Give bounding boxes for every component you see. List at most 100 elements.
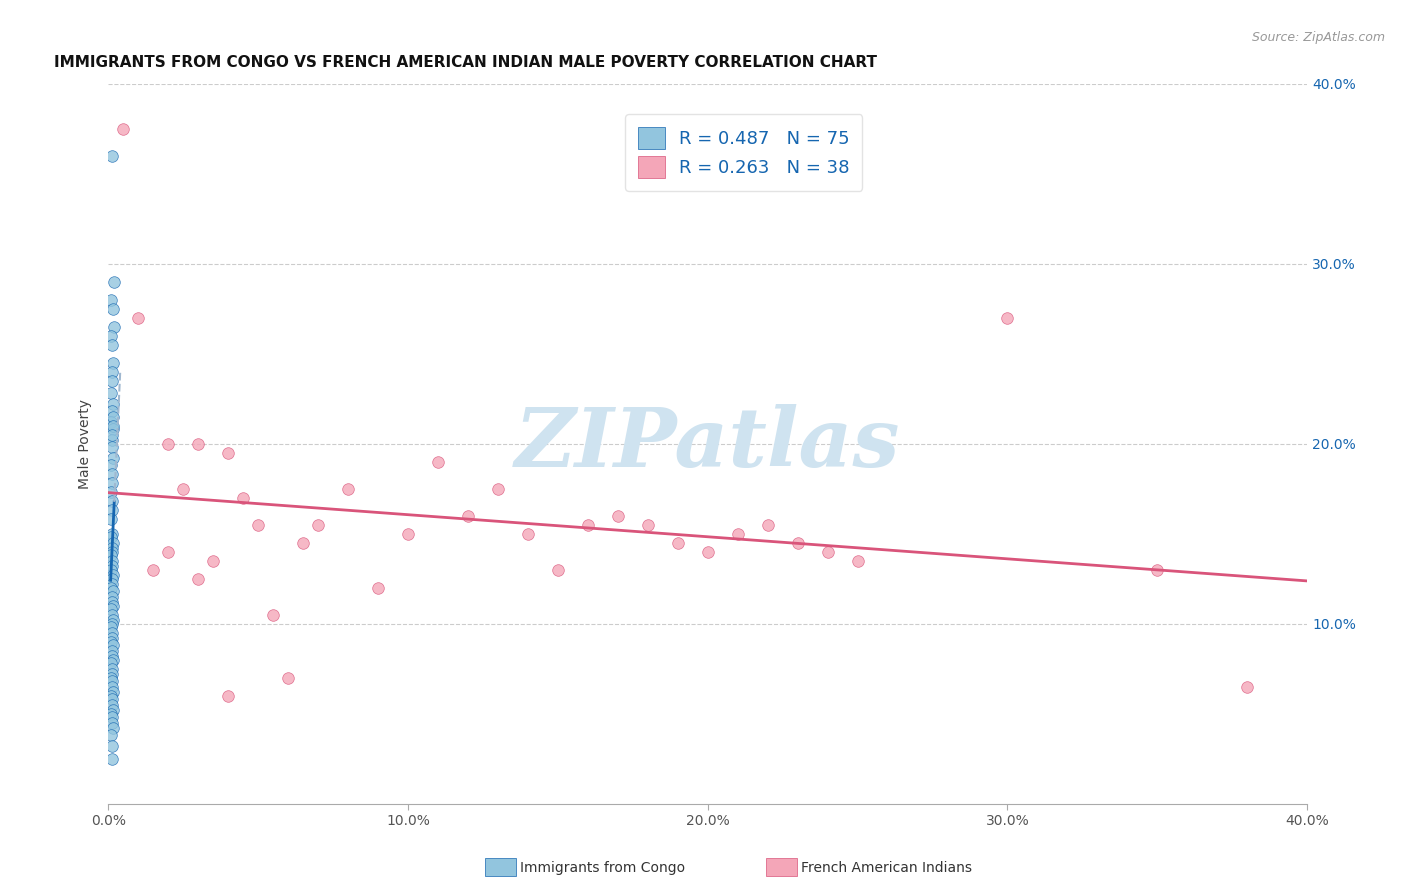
- Point: [995, 310, 1018, 325]
- Point: [1146, 563, 1168, 577]
- Point: [100, 581, 122, 595]
- Point: [101, 404, 124, 418]
- Point: [100, 485, 122, 500]
- Point: [666, 535, 689, 549]
- Point: [100, 715, 122, 730]
- Point: [157, 436, 180, 450]
- Point: [100, 680, 122, 694]
- Point: [100, 671, 122, 685]
- Point: [337, 482, 360, 496]
- Point: [101, 451, 124, 466]
- Point: [696, 544, 718, 558]
- Point: [396, 526, 419, 541]
- Point: [100, 728, 122, 742]
- Legend: R = 0.487   N = 75, R = 0.263   N = 38: R = 0.487 N = 75, R = 0.263 N = 38: [624, 114, 862, 191]
- Point: [247, 517, 270, 532]
- Point: [100, 440, 122, 454]
- Point: [516, 526, 538, 541]
- Point: [112, 121, 135, 136]
- Point: [103, 418, 125, 433]
- Point: [727, 526, 749, 541]
- Point: [101, 544, 124, 558]
- Point: [101, 553, 124, 567]
- Point: [101, 427, 124, 442]
- Point: [101, 667, 124, 681]
- Point: [101, 535, 124, 549]
- Point: [1236, 680, 1258, 694]
- Point: [606, 508, 628, 523]
- Point: [100, 386, 122, 401]
- Point: [101, 613, 124, 627]
- Point: [100, 494, 122, 508]
- Point: [457, 508, 479, 523]
- Point: [101, 625, 124, 640]
- Point: [100, 365, 122, 379]
- Text: IMMIGRANTS FROM CONGO VS FRENCH AMERICAN INDIAN MALE POVERTY CORRELATION CHART: IMMIGRANTS FROM CONGO VS FRENCH AMERICAN…: [55, 55, 877, 70]
- Point: [101, 739, 124, 753]
- Point: [101, 409, 124, 424]
- Point: [101, 698, 124, 712]
- Point: [101, 595, 124, 609]
- Point: [100, 634, 122, 648]
- Point: [101, 337, 124, 351]
- Point: [100, 620, 122, 634]
- Point: [101, 631, 124, 645]
- Point: [103, 397, 125, 411]
- Point: [100, 548, 122, 562]
- Point: [100, 689, 122, 703]
- Point: [101, 692, 124, 706]
- Point: [103, 599, 125, 613]
- Point: [307, 517, 329, 532]
- Point: [101, 643, 124, 657]
- Point: [202, 553, 225, 567]
- Point: [101, 710, 124, 724]
- Point: [101, 559, 124, 574]
- Point: [232, 491, 254, 505]
- Point: [103, 319, 125, 334]
- Point: [101, 662, 124, 676]
- Point: [101, 685, 124, 699]
- Point: [367, 581, 389, 595]
- Point: [262, 607, 284, 622]
- Point: [100, 458, 122, 473]
- Point: [101, 467, 124, 482]
- Point: [101, 638, 124, 652]
- Text: ZIPatlas: ZIPatlas: [515, 404, 900, 483]
- Point: [101, 503, 124, 517]
- Point: [100, 656, 122, 670]
- Point: [187, 436, 209, 450]
- Point: [101, 149, 124, 163]
- Point: [100, 328, 122, 343]
- Point: [100, 616, 122, 631]
- Point: [101, 607, 124, 622]
- Point: [817, 544, 839, 558]
- Text: French American Indians: French American Indians: [801, 861, 973, 875]
- Point: [100, 293, 122, 307]
- Point: [101, 422, 124, 436]
- Point: [486, 482, 509, 496]
- Point: [277, 671, 299, 685]
- Point: [101, 674, 124, 689]
- Point: [101, 568, 124, 582]
- Point: [172, 482, 194, 496]
- Point: [547, 563, 569, 577]
- Point: [426, 455, 449, 469]
- Point: [187, 572, 209, 586]
- Text: Immigrants from Congo: Immigrants from Congo: [520, 861, 685, 875]
- Point: [637, 517, 659, 532]
- Point: [101, 721, 124, 735]
- Point: [157, 544, 180, 558]
- Point: [101, 356, 124, 370]
- Point: [100, 706, 122, 721]
- Point: [100, 563, 122, 577]
- Point: [576, 517, 599, 532]
- Point: [100, 648, 122, 663]
- Point: [101, 526, 124, 541]
- Point: [101, 374, 124, 388]
- Point: [217, 689, 239, 703]
- Point: [101, 652, 124, 666]
- Point: [101, 590, 124, 604]
- Point: [127, 310, 149, 325]
- Point: [100, 541, 122, 555]
- Point: [100, 577, 122, 591]
